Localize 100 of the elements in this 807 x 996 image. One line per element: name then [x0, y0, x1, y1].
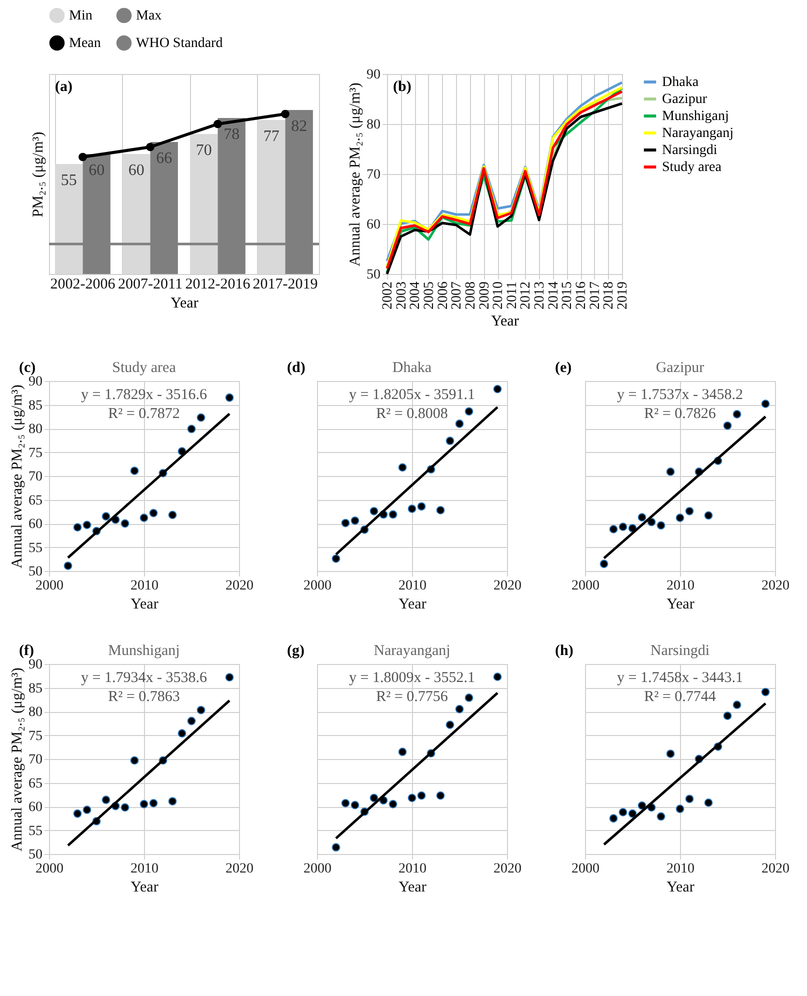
point	[187, 716, 196, 726]
x-tick-label: 2000	[304, 862, 332, 876]
x-tick-label: 2020	[762, 578, 790, 594]
point	[436, 506, 445, 514]
point	[455, 704, 464, 714]
data-label: 66	[156, 150, 172, 167]
y-axis-title: Annual average PM₂.₅ (μg/m³)	[10, 668, 26, 852]
legend-label: Munshiganj	[662, 109, 729, 124]
y-tick-label: 50	[28, 848, 42, 862]
chart-subtitle: Narayanganj	[374, 643, 450, 659]
point	[168, 797, 177, 806]
bar	[190, 134, 218, 274]
y-tick-label: 80	[28, 705, 42, 720]
annotation: R² = 0.7872	[108, 406, 180, 422]
x-tick-label: 2010	[130, 578, 158, 594]
point	[464, 407, 474, 416]
annotation: y = 1.8205x - 3591.1	[349, 387, 475, 403]
y-tick-label: 70	[366, 168, 380, 182]
point	[149, 798, 158, 808]
x-tick-label: 2000	[572, 578, 600, 594]
point	[120, 803, 130, 812]
x-tick-label: 2016	[574, 282, 590, 310]
point	[350, 516, 360, 525]
x-tick-label: 2010	[666, 862, 694, 876]
annotation: y = 1.7537x - 3458.2	[617, 387, 743, 403]
point	[370, 506, 378, 516]
point	[609, 525, 618, 534]
x-tick-label: 2008	[463, 282, 478, 310]
x-axis-title: Year	[666, 596, 694, 612]
point	[140, 514, 148, 522]
point	[388, 510, 398, 519]
point	[638, 513, 646, 522]
point	[350, 800, 360, 810]
point	[761, 400, 770, 408]
point	[196, 706, 206, 714]
y-tick-label: 70	[28, 752, 42, 768]
x-tick-label: 2018	[602, 282, 617, 310]
point	[493, 384, 502, 394]
y-tick-label: 50	[366, 268, 380, 282]
point	[187, 424, 196, 434]
y-tick-label: 70	[28, 470, 42, 484]
point	[417, 502, 426, 511]
point	[149, 508, 158, 518]
x-tick-label: 2000	[36, 862, 64, 876]
y-tick-label: 85	[28, 398, 42, 414]
annotation: R² = 0.8008	[376, 406, 448, 422]
point	[408, 794, 416, 802]
x-tick-label: 2010	[398, 862, 426, 876]
data-label: 60	[128, 162, 144, 179]
point	[666, 468, 675, 476]
chart-title: (b)	[393, 79, 412, 95]
y-tick-label: 60	[28, 800, 42, 815]
y-tick-label: 65	[28, 776, 42, 792]
x-tick-label: 2010	[398, 578, 426, 594]
point	[178, 729, 186, 738]
x-tick-label: 2020	[226, 862, 254, 876]
point	[704, 511, 713, 520]
y-tick-label: 75	[28, 446, 42, 461]
y-tick-label: 80	[28, 422, 42, 437]
x-tick-label: 2003	[394, 282, 410, 310]
x-tick-label: 2007	[450, 282, 465, 310]
annotation: y = 1.7458x - 3443.1	[617, 670, 743, 686]
chart-title: (c)	[19, 360, 36, 376]
x-tick-label: 2000	[304, 578, 332, 594]
y-tick-label: 90	[366, 68, 380, 82]
point	[436, 791, 445, 800]
point	[130, 466, 139, 475]
x-tick-label: 2020	[494, 578, 522, 594]
point	[656, 812, 666, 821]
x-axis-title: Year	[398, 596, 426, 612]
point	[493, 672, 502, 682]
point	[370, 794, 378, 802]
point	[685, 794, 694, 804]
x-tick-label: 2010	[491, 282, 506, 310]
data-label: 78	[224, 126, 240, 143]
point	[332, 843, 340, 852]
data-label: 55	[60, 172, 77, 189]
point	[341, 798, 350, 808]
x-tick-label: 2020	[494, 862, 522, 876]
point	[64, 562, 72, 570]
y-tick-label: 90	[28, 658, 42, 672]
point	[609, 814, 618, 823]
chart-title: (e)	[555, 360, 572, 376]
data-label: 77	[263, 128, 280, 145]
annotation: R² = 0.7863	[108, 689, 180, 705]
x-tick-label: 2007-2011	[118, 276, 182, 292]
x-tick-label: 2012	[518, 282, 534, 310]
x-axis-title: Year	[170, 296, 198, 312]
chart-title: (g)	[287, 643, 304, 659]
chart-subtitle: Dhaka	[392, 360, 432, 376]
point	[417, 791, 426, 800]
point	[73, 809, 82, 818]
x-axis-title: Year	[398, 880, 426, 896]
annotation: R² = 0.7744	[644, 689, 716, 705]
legend-label: Dhaka	[662, 75, 700, 90]
point	[656, 521, 666, 530]
point	[704, 798, 713, 807]
y-tick-label: 55	[28, 824, 42, 839]
point	[676, 514, 684, 522]
x-tick-label: 2020	[762, 862, 790, 876]
